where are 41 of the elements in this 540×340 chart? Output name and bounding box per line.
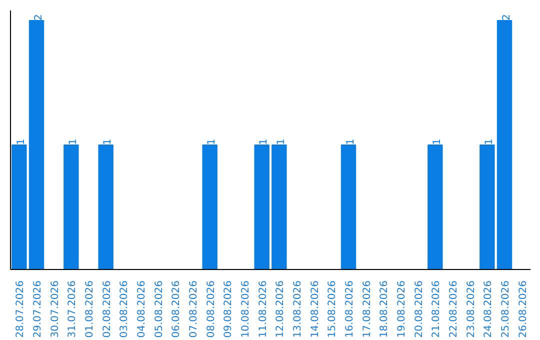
x-tick-label: 28.07.2026 (15, 280, 26, 338)
data-label: 1 (432, 138, 444, 145)
data-label: 2 (501, 14, 512, 20)
x-tick-label: 08.08.2026 (206, 280, 217, 338)
x-tick-label: 20.08.2026 (414, 280, 425, 338)
data-label: 1 (484, 138, 496, 145)
x-tick-label: 15.08.2026 (327, 280, 338, 338)
x-tick-label: 31.07.2026 (67, 280, 78, 338)
x-tick-label: 19.08.2026 (396, 280, 408, 338)
data-label: 1 (68, 138, 80, 145)
x-tick-label: 09.08.2026 (223, 280, 234, 338)
data-label: 1 (206, 138, 218, 145)
x-tick-label: 14.08.2026 (310, 280, 321, 338)
x-tick-label: 22.08.2026 (448, 280, 460, 338)
x-tick-label: 10.08.2026 (240, 280, 252, 338)
x-tick-label: 16.08.2026 (344, 280, 356, 338)
x-tick-label: 07.08.2026 (188, 280, 200, 338)
data-label: 1 (258, 138, 270, 145)
x-tick-label: 13.08.2026 (292, 280, 304, 338)
data-label: 1 (276, 138, 288, 145)
x-tick-label: 12.08.2026 (275, 280, 286, 338)
x-tick-label: 26.08.2026 (518, 280, 529, 338)
x-tick-label: 23.08.2026 (466, 280, 477, 338)
data-label: 1 (16, 138, 28, 145)
x-tick-label: 03.08.2026 (119, 280, 130, 338)
x-tick-label: 02.08.2026 (102, 280, 113, 338)
x-tick-label: 11.08.2026 (258, 280, 269, 338)
data-label: 1 (345, 138, 356, 145)
x-tick-label: 05.08.2026 (154, 280, 165, 338)
x-tick-label: 21.08.2026 (431, 280, 442, 338)
x-tick-label: 01.08.2026 (84, 280, 96, 338)
x-tick-label: 24.08.2026 (483, 280, 494, 338)
data-label: 2 (33, 14, 44, 20)
x-tick-label: 06.08.2026 (171, 280, 182, 338)
x-tick-label: 04.08.2026 (136, 280, 148, 338)
data-label: 1 (102, 138, 114, 145)
x-tick-label: 18.08.2026 (379, 280, 390, 338)
x-tick-label: 17.08.2026 (362, 280, 373, 338)
x-tick-label: 25.08.2026 (500, 280, 512, 338)
x-tick-label: 30.07.2026 (50, 280, 61, 338)
x-tick-label: 29.07.2026 (32, 280, 44, 338)
